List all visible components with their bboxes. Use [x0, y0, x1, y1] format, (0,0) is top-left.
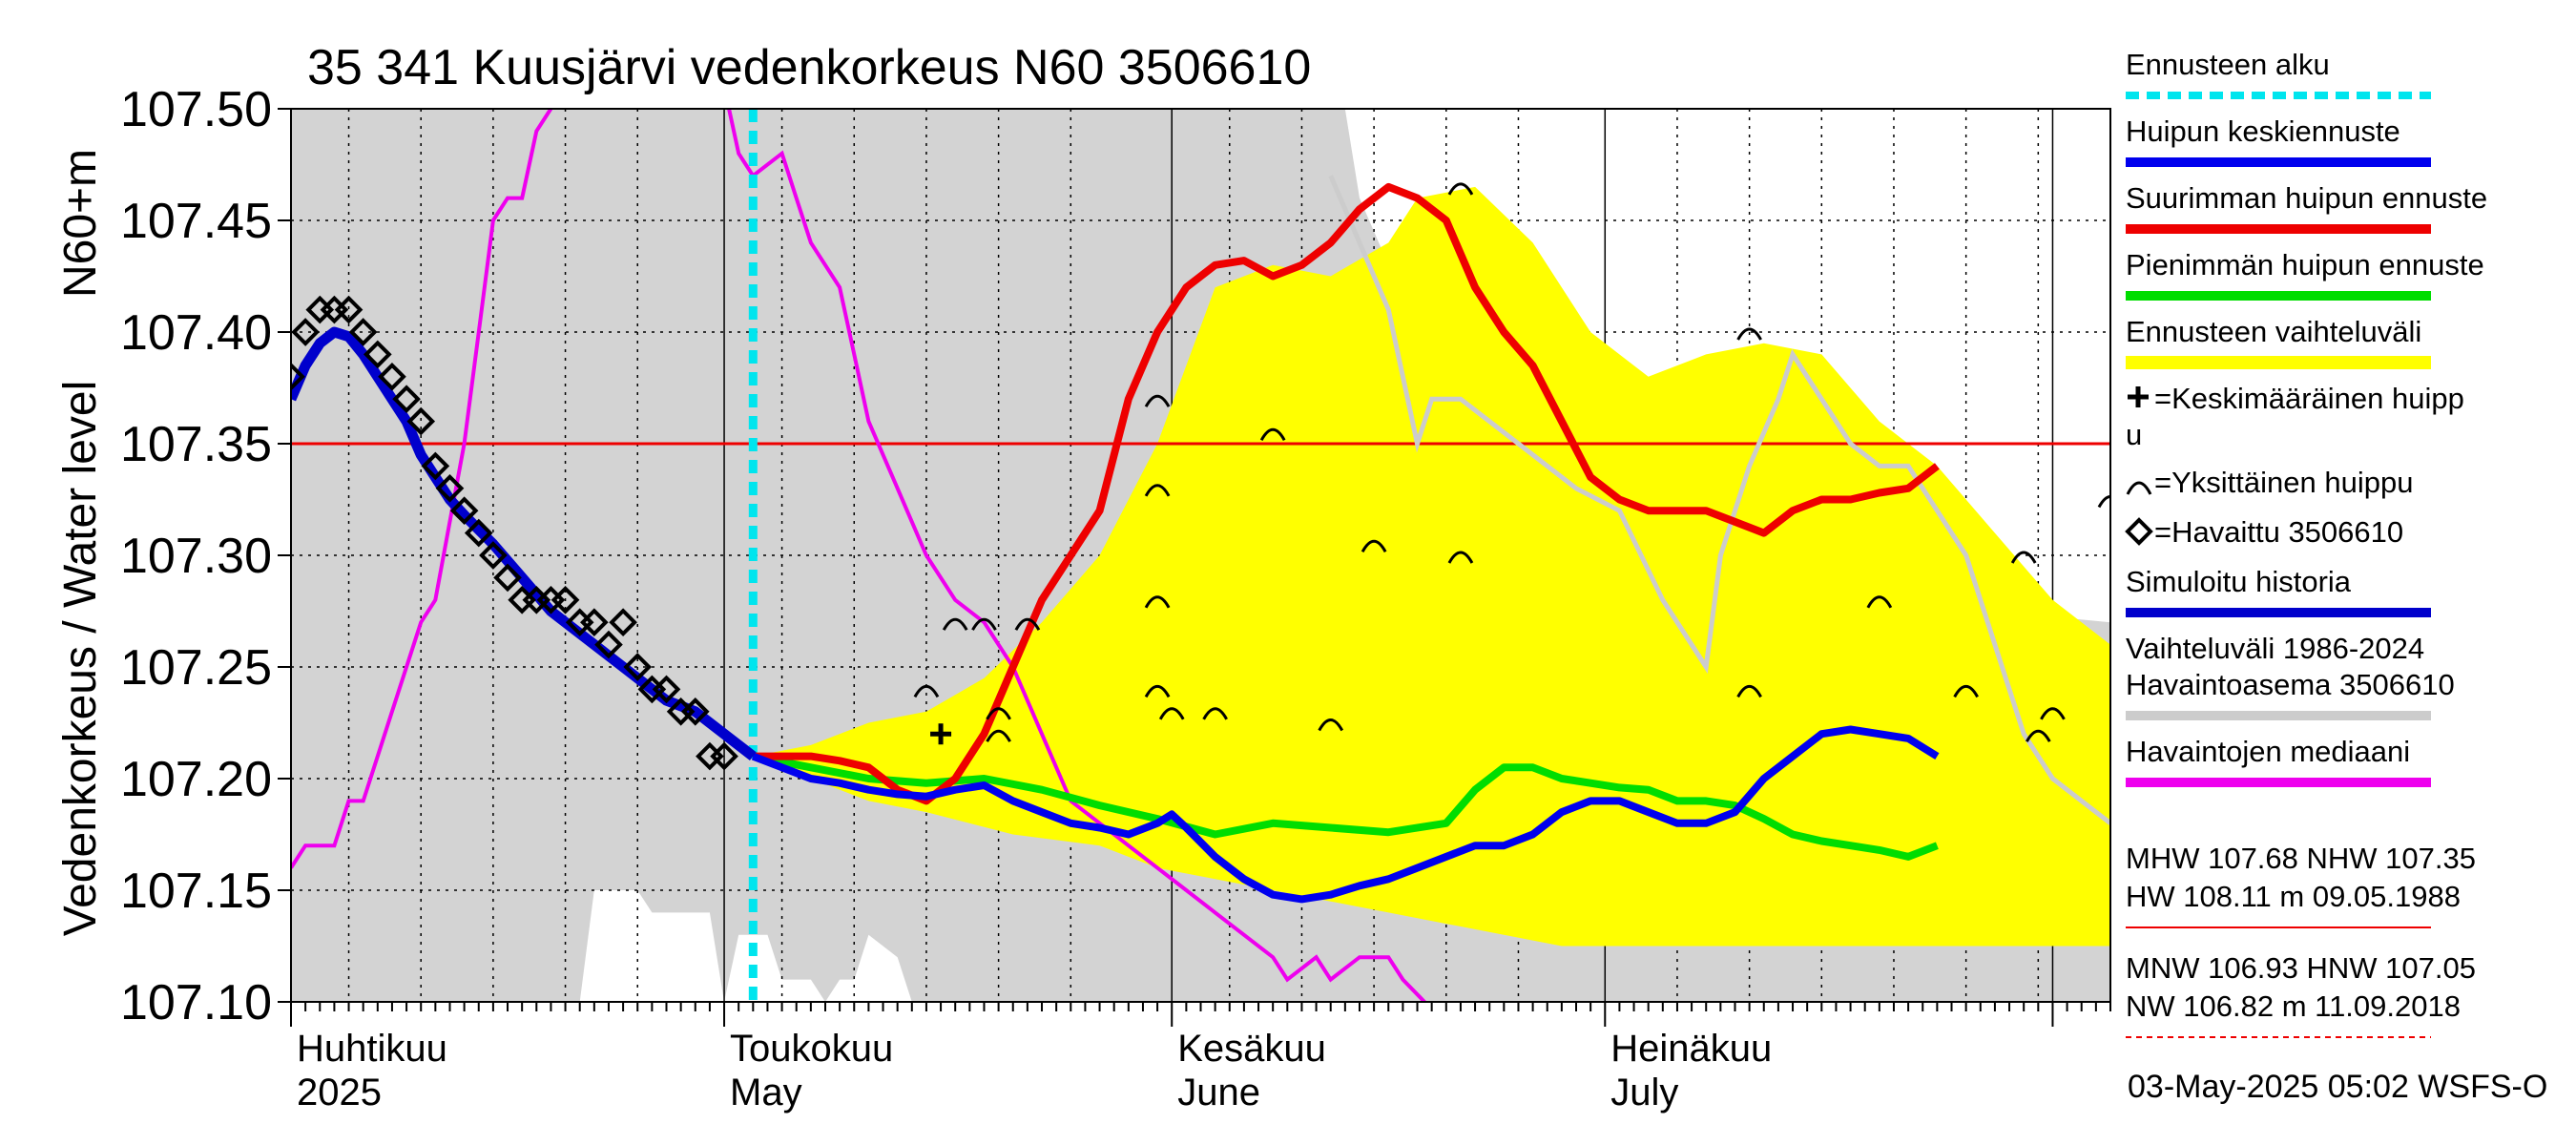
individual-peak-marker [1953, 684, 1979, 698]
individual-peak-marker [1866, 595, 1893, 609]
forecast-range-band [753, 186, 2110, 947]
observed-point [652, 675, 681, 704]
observed-point [421, 451, 450, 481]
legend-label: Ennusteen vaihteluväli [2126, 315, 2421, 348]
individual-peak-marker [913, 684, 940, 698]
individual-peak-marker [1144, 484, 1171, 497]
individual-peak-marker [1158, 707, 1185, 720]
legend-label: Havaintoasema 3506610 [2126, 668, 2455, 701]
legend-label: Suurimman huipun ennuste [2126, 181, 2487, 215]
observed-point [334, 295, 364, 324]
observed-point [435, 473, 465, 503]
observed-point [449, 496, 479, 526]
y-axis-unit: N60+m [55, 149, 106, 298]
observed-point [348, 318, 378, 346]
x-month-label: Toukokuu [730, 1028, 893, 1070]
y-tick-label: 107.35 [120, 417, 272, 472]
individual-peak-marker [1202, 707, 1228, 720]
observed-point [623, 653, 653, 681]
individual-peak-marker [1014, 617, 1041, 631]
individual-peak-marker [1318, 718, 1344, 732]
legend-plus-symbol [2128, 386, 2149, 407]
max-peak-forecast-line [753, 182, 1940, 805]
legend-arc-symbol [2126, 481, 2152, 495]
observed-point [609, 608, 637, 637]
observed-point [464, 518, 493, 548]
footer-timestamp: 03-May-2025 05:02 WSFS-O [2128, 1069, 2547, 1105]
y-tick-label: 107.25 [120, 640, 272, 696]
observed-point [493, 563, 522, 593]
min-peak-forecast-line [752, 752, 1939, 861]
x-month-sublabel: 2025 [297, 1072, 382, 1114]
x-month-sublabel: May [730, 1072, 802, 1114]
observed-point [580, 608, 609, 637]
observed-point [551, 585, 580, 614]
individual-peak-marker [1736, 684, 1762, 698]
mean-peak-forecast-line [751, 725, 1940, 904]
individual-peak-marker [1144, 595, 1171, 609]
stats-line: MHW 107.68 NHW 107.35 [2126, 842, 2476, 875]
x-month-label: Heinäkuu [1610, 1028, 1772, 1070]
individual-peak-marker [1447, 182, 1474, 196]
median-line [291, 109, 1427, 1002]
individual-peak-marker [2097, 495, 2110, 509]
observed-point [594, 630, 623, 659]
legend: Ennusteen alku Huipun keskiennuste Suurimm… [2125, 48, 2487, 1038]
legend-diamond-symbol [2125, 517, 2153, 546]
legend-label: =Keskimääräinen huipp [2154, 382, 2464, 415]
legend-label: Havaintojen mediaani [2126, 735, 2410, 768]
y-tick-label: 107.30 [120, 529, 272, 584]
legend-label: =Yksittäinen huippu [2154, 466, 2413, 499]
observed-point [479, 541, 508, 570]
y-tick-label: 107.10 [120, 975, 272, 1030]
individual-peak-marker [986, 729, 1011, 742]
observed-point [378, 362, 406, 391]
individual-peak-marker [1447, 551, 1474, 564]
individual-peak-marker [2025, 729, 2051, 742]
legend-label: Simuloitu historia [2126, 565, 2352, 598]
y-axis-label: Vedenkorkeus / Water level [55, 381, 106, 937]
station-history-line [1328, 175, 2110, 825]
stats-line: MNW 106.93 HNW 107.05 [2126, 951, 2476, 985]
y-tick-label: 107.45 [120, 194, 272, 249]
y-tick-label: 107.20 [120, 752, 272, 807]
individual-peak-marker [1259, 427, 1286, 442]
observed-point [392, 385, 421, 414]
observed-point [680, 697, 710, 726]
individual-peak-marker [942, 617, 968, 631]
plot-area [291, 109, 2110, 1002]
stats-line: HW 108.11 m 09.05.1988 [2126, 880, 2461, 913]
x-month-label: Kesäkuu [1177, 1028, 1326, 1070]
individual-peak-marker [986, 707, 1011, 720]
legend-label: =Havaittu 3506610 [2154, 515, 2403, 549]
mean-peak-marker [930, 723, 952, 745]
y-tick-label: 107.40 [120, 305, 272, 361]
chart-title: 35 341 Kuusjärvi vedenkorkeus N60 350661… [307, 40, 1311, 95]
y-tick-label: 107.50 [120, 82, 272, 137]
observed-point [363, 340, 392, 369]
y-tick-label: 107.15 [120, 864, 272, 919]
legend-label: Ennusteen alku [2126, 48, 2330, 81]
x-month-label: Huhtikuu [297, 1028, 447, 1070]
individual-peak-marker [971, 617, 997, 631]
observed-point [710, 741, 738, 771]
individual-peak-marker [2040, 707, 2066, 720]
observed-point [291, 362, 305, 391]
observed-point [291, 318, 320, 346]
legend-label: u [2126, 418, 2142, 451]
individual-peak-marker [1736, 327, 1762, 341]
individual-peak-marker [2010, 551, 2037, 564]
stats-line: NW 106.82 m 11.09.2018 [2126, 989, 2461, 1023]
individual-peak-marker [1144, 684, 1171, 698]
individual-peak-marker [1361, 539, 1387, 553]
observed-point [406, 406, 436, 436]
legend-label: Huipun keskiennuste [2126, 114, 2400, 148]
x-month-sublabel: June [1177, 1072, 1260, 1114]
legend-label: Vaihteluväli 1986-2024 [2126, 632, 2424, 665]
legend-label: Pienimmän huipun ennuste [2126, 248, 2484, 281]
x-month-sublabel: July [1610, 1072, 1678, 1114]
individual-peak-marker [1144, 394, 1171, 407]
